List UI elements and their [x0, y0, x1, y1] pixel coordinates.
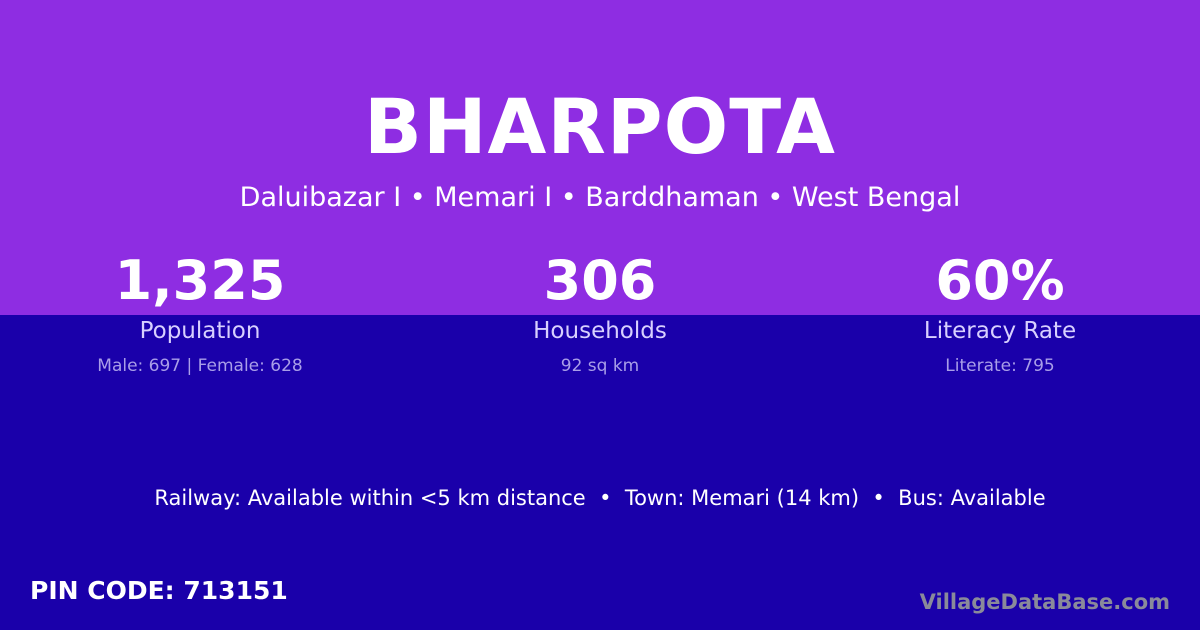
stat-detail: 92 sq km [560, 356, 640, 376]
stat-value: 60% [935, 249, 1065, 312]
stat-detail: Male: 697 | Female: 628 [97, 356, 303, 376]
stat-label: Households [533, 318, 667, 344]
stat-detail: Literate: 795 [945, 356, 1055, 376]
stat-value: 306 [543, 249, 657, 312]
village-name: BHARPOTA [364, 82, 836, 171]
connectivity-facts: Railway: Available within <5 km distance… [154, 486, 1046, 510]
stat-population: 1,325 Population Male: 697 | Female: 628 [0, 248, 400, 376]
stat-literacy: 60% Literacy Rate Literate: 795 [800, 248, 1200, 376]
stat-label: Population [139, 318, 261, 344]
brand-logo: VillageDataBase.com [919, 590, 1170, 614]
stat-label: Literacy Rate [923, 318, 1077, 344]
pin-code: PIN CODE: 713151 [30, 576, 288, 605]
header-band [0, 0, 1200, 315]
stat-households: 306 Households 92 sq km [400, 248, 800, 376]
location-breadcrumb: Daluibazar I • Memari I • Barddhaman • W… [239, 182, 961, 213]
stat-value: 1,325 [114, 249, 286, 312]
